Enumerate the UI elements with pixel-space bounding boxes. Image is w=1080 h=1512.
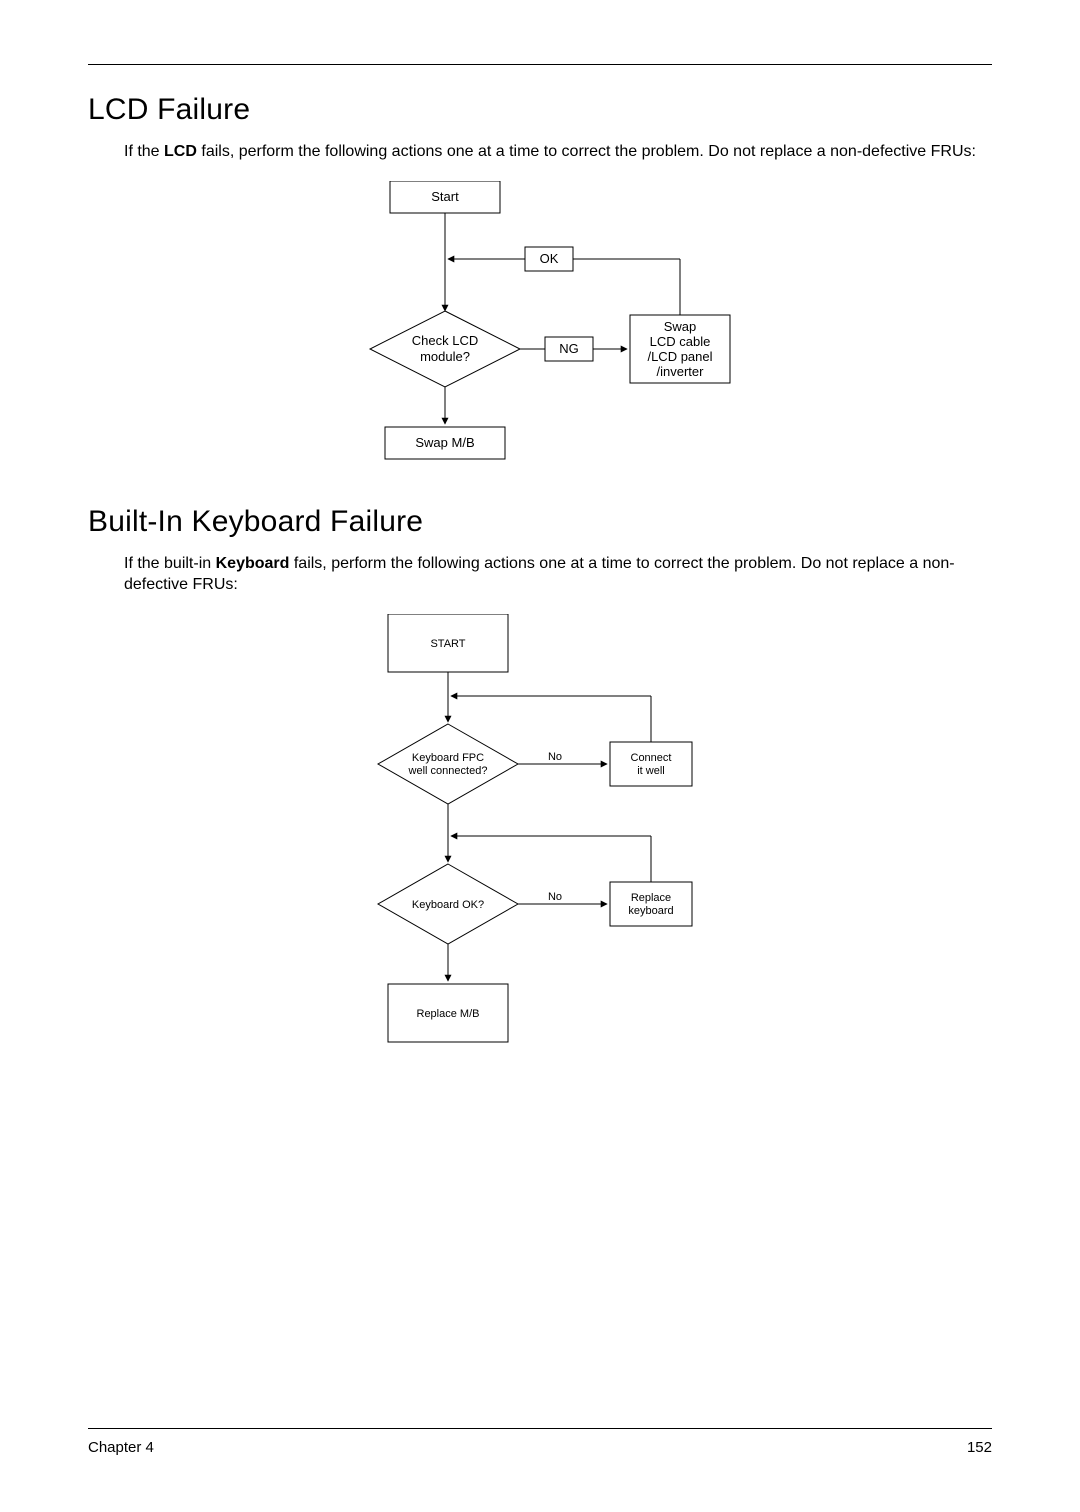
node-swap-l3: /LCD panel	[647, 349, 712, 364]
flowchart-lcd: Start OK Check LCD module? NG Swap LCD c	[88, 181, 992, 471]
node-swap-l1: Swap	[664, 319, 697, 334]
node-connect-l2: it well	[637, 765, 665, 777]
edge-no1: No	[548, 751, 562, 763]
node-kok: Keyboard OK?	[412, 899, 484, 911]
section-title-keyboard: Built-In Keyboard Failure	[88, 505, 992, 539]
node-swapmb: Swap M/B	[415, 435, 474, 450]
node-check-l2: module?	[420, 349, 470, 364]
edge-no2: No	[548, 891, 562, 903]
text: If the	[124, 143, 164, 160]
text-bold: Keyboard	[216, 555, 290, 572]
footer-left: Chapter 4	[88, 1439, 154, 1456]
page-footer: Chapter 4 152	[88, 1428, 992, 1456]
section-body-lcd: If the LCD fails, perform the following …	[124, 141, 992, 163]
node-check-l1: Check LCD	[412, 333, 478, 348]
node-swap-l2: LCD cable	[650, 334, 711, 349]
text: If the built-in	[124, 555, 216, 572]
text-bold: LCD	[164, 143, 197, 160]
node-ok: OK	[540, 251, 559, 266]
flowchart-keyboard: START Keyboard FPC well connected? No Co…	[88, 614, 992, 1054]
node-swap-l4: /inverter	[657, 364, 705, 379]
node-kfpc-l2: well connected?	[408, 765, 488, 777]
node-repmb: Replace M/B	[417, 1008, 480, 1020]
node-ng: NG	[559, 341, 579, 356]
text: fails, perform the following actions one…	[197, 143, 976, 160]
section-title-lcd: LCD Failure	[88, 93, 992, 127]
node-start: START	[430, 638, 465, 650]
node-connect-l1: Connect	[631, 752, 672, 764]
section-body-keyboard: If the built-in Keyboard fails, perform …	[124, 553, 992, 596]
node-replace-l1: Replace	[631, 892, 671, 904]
node-replace-l2: keyboard	[628, 905, 673, 917]
node-kfpc-l1: Keyboard FPC	[412, 752, 484, 764]
footer-right: 152	[967, 1439, 992, 1456]
node-start: Start	[431, 189, 459, 204]
